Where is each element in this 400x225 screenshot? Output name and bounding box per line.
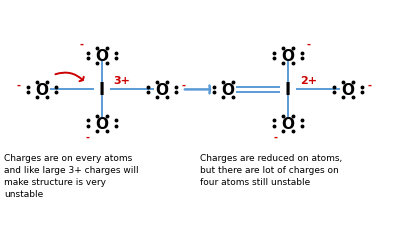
Text: I: I [285, 81, 291, 99]
Text: -: - [306, 40, 310, 50]
Text: O: O [342, 83, 354, 97]
Text: -: - [17, 80, 21, 90]
Text: O: O [156, 83, 168, 97]
Text: I: I [99, 81, 105, 99]
Text: 2+: 2+ [300, 76, 317, 86]
Text: -: - [86, 132, 90, 142]
Text: O: O [96, 116, 108, 131]
Text: O: O [282, 49, 294, 64]
Text: O: O [222, 83, 234, 97]
Text: 3+: 3+ [114, 76, 130, 86]
Text: -: - [182, 80, 186, 90]
Text: Charges are on every atoms
and like large 3+ charges will
make structure is very: Charges are on every atoms and like larg… [4, 153, 139, 198]
Text: -: - [80, 40, 84, 50]
Text: -: - [273, 132, 277, 142]
Text: O: O [36, 83, 48, 97]
Text: -: - [368, 80, 372, 90]
Text: O: O [96, 49, 108, 64]
Text: Charges are reduced on atoms,
but there are lot of charges on
four atoms still u: Charges are reduced on atoms, but there … [200, 153, 342, 186]
Text: O: O [282, 116, 294, 131]
